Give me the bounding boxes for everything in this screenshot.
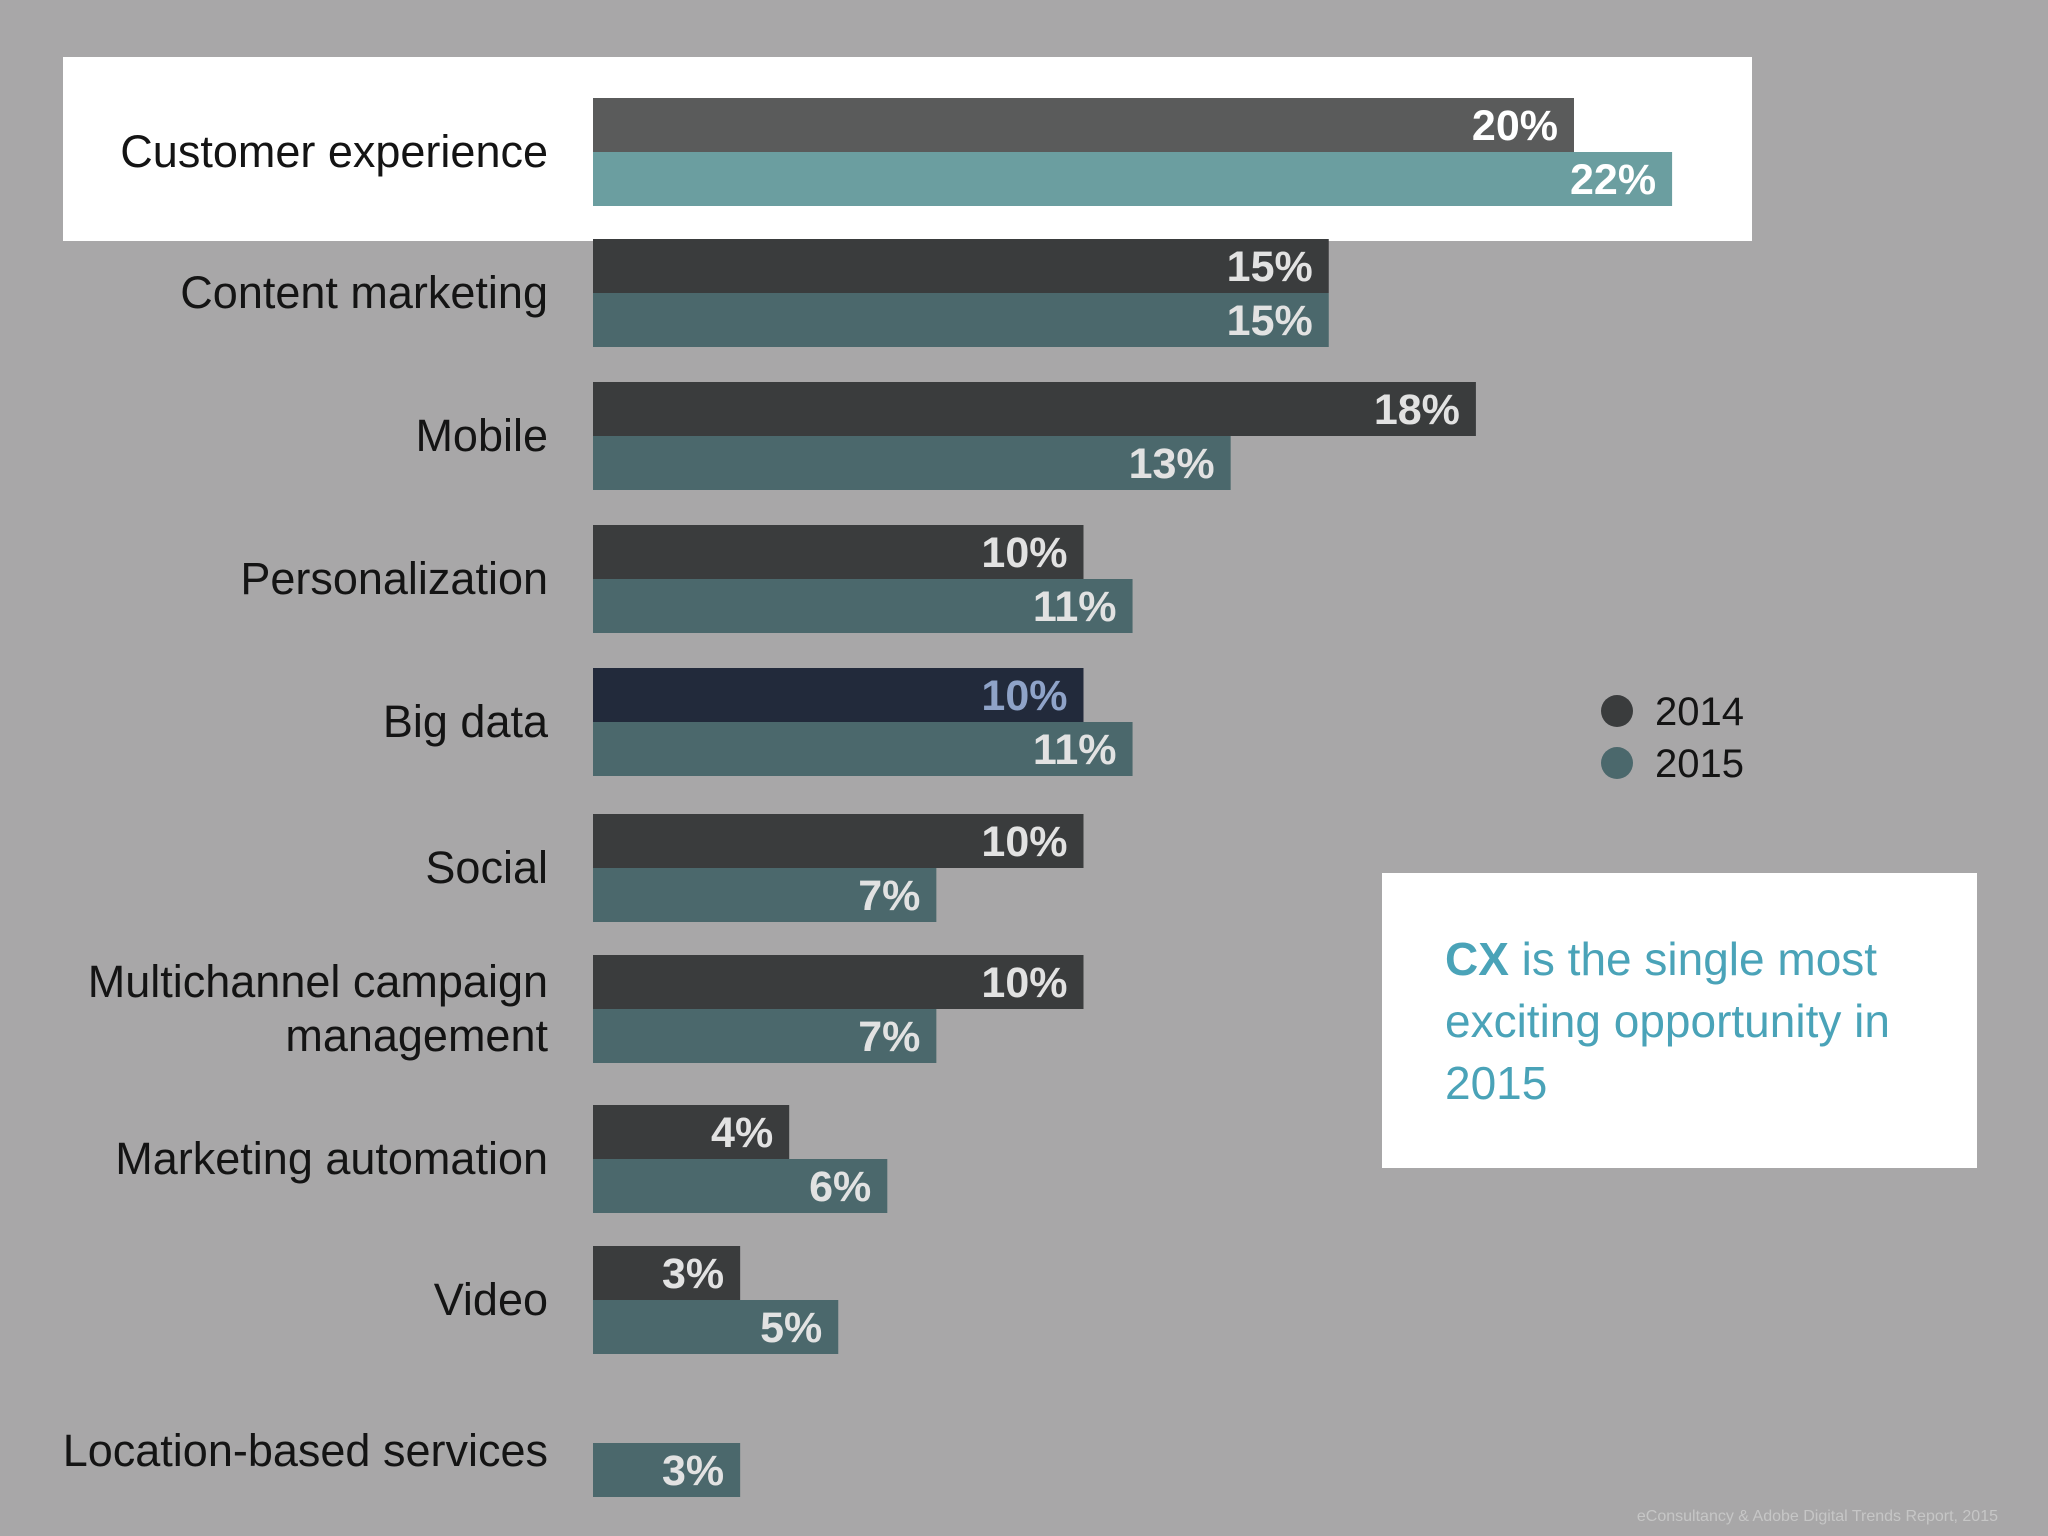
category-label-3: Personalization (240, 553, 548, 604)
callout-body: is the single most exciting opportunity … (1445, 933, 1890, 1109)
category-label-9: Location-based services (63, 1425, 548, 1476)
bar-value-label-2015-4: 11% (1033, 726, 1117, 774)
category-label-7: Marketing automation (115, 1133, 548, 1184)
bar-2015-3 (593, 579, 1133, 633)
bar-value-label-2014-3: 10% (981, 529, 1067, 577)
bar-2014-5 (593, 814, 1084, 868)
category-label-line: Mobile (415, 410, 548, 461)
category-label-6: Multichannel campaign management (88, 956, 549, 1061)
bar-value-label-2014-7: 4% (711, 1109, 773, 1157)
category-label-0: Customer experience (120, 126, 548, 177)
category-label-line: Big data (383, 696, 549, 747)
bar-2014-1 (593, 239, 1329, 293)
category-label-5: Social (425, 842, 548, 893)
bar-2015-4 (593, 722, 1133, 776)
bar-value-label-2014-4: 10% (981, 672, 1067, 720)
source-footnote: eConsultancy & Adobe Digital Trends Repo… (1636, 1508, 1998, 1525)
category-label-8: Video (434, 1274, 548, 1325)
bar-value-label-2015-2: 13% (1129, 440, 1215, 488)
bar-value-label-2015-0: 22% (1570, 156, 1656, 204)
bar-2014-2 (593, 382, 1476, 436)
category-label-line: Social (425, 842, 548, 893)
legend-label-2014: 2014 (1655, 690, 1744, 734)
category-label-line: Location-based services (63, 1425, 548, 1476)
bar-value-label-2015-5: 7% (858, 872, 920, 920)
bar-2015-2 (593, 436, 1231, 490)
category-label-line: Video (434, 1274, 548, 1325)
bar-2015-1 (593, 293, 1329, 347)
category-label-4: Big data (383, 696, 549, 747)
callout-box: CX is the single most exciting opportuni… (1382, 873, 1977, 1168)
bar-value-label-2014-6: 10% (981, 959, 1067, 1007)
category-label-line: Multichannel campaign (88, 956, 548, 1007)
bar-2015-0 (593, 152, 1673, 206)
bar-value-label-2014-8: 3% (662, 1250, 724, 1298)
bar-value-label-2015-7: 6% (809, 1163, 871, 1211)
callout-highlight: CX (1445, 933, 1509, 985)
bar-2015-8 (593, 1300, 839, 1354)
legend-label-2015: 2015 (1655, 742, 1744, 786)
category-labels: Customer experience Content marketing Mobi… (63, 126, 549, 1476)
callout-text: CX is the single most exciting opportuni… (1445, 928, 1937, 1114)
bar-value-label-2014-1: 15% (1227, 243, 1313, 291)
category-label-line: management (285, 1010, 548, 1061)
category-label-2: Mobile (415, 410, 548, 461)
bar-2015-5 (593, 868, 937, 922)
legend-marker-2015 (1601, 747, 1633, 779)
bar-value-label-2014-5: 10% (981, 818, 1067, 866)
bar-2015-7 (593, 1159, 888, 1213)
bar-2014-3 (593, 525, 1084, 579)
bars-group: 20%22% 15% 15% 18% 13% 10% 11% 10% 11% 10% 7% 10% 7%… (593, 98, 1673, 1497)
bar-value-label-2014-0: 20% (1472, 102, 1558, 150)
category-label-line: Customer experience (120, 126, 548, 177)
legend-marker-2014 (1601, 695, 1633, 727)
category-label-line: Content marketing (180, 267, 548, 318)
bar-2014-8 (593, 1246, 741, 1300)
legend: 2014 2015 (1601, 690, 1744, 786)
bar-2014-4 (593, 668, 1084, 722)
bar-2014-7 (593, 1105, 790, 1159)
bar-2014-0 (593, 98, 1574, 152)
bar-2015-9 (593, 1443, 741, 1497)
category-label-line: Marketing automation (115, 1133, 548, 1184)
bar-value-label-2015-1: 15% (1227, 297, 1313, 345)
category-label-1: Content marketing (180, 267, 548, 318)
bar-2015-6 (593, 1009, 937, 1063)
bar-value-label-2014-2: 18% (1374, 386, 1460, 434)
bar-value-label-2015-8: 5% (760, 1304, 822, 1352)
bar-value-label-2015-6: 7% (858, 1013, 920, 1061)
bar-2014-6 (593, 955, 1084, 1009)
bar-value-label-2015-3: 11% (1033, 583, 1117, 631)
bar-value-label-2015-9: 3% (662, 1447, 724, 1495)
category-label-line: Personalization (240, 553, 548, 604)
